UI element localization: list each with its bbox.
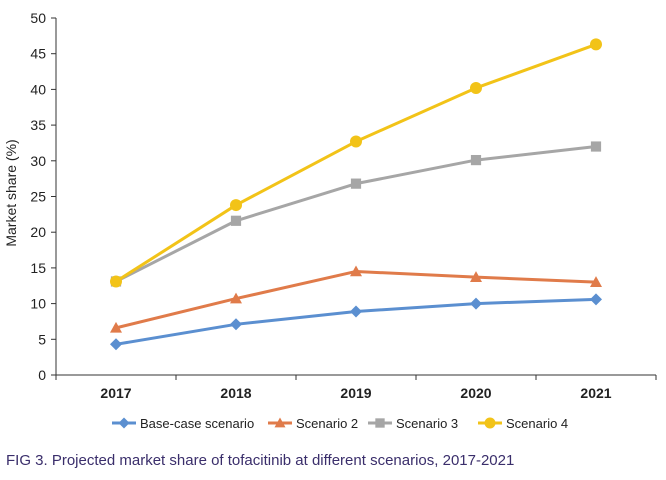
series-4 [110,38,602,288]
x-tick-label: 2018 [220,385,251,401]
data-point [590,276,602,287]
legend-swatch-marker [375,418,385,428]
x-tick-label: 2021 [580,385,611,401]
y-tick-label: 30 [30,153,46,169]
x-tick-label: 2020 [460,385,491,401]
data-point [230,292,242,304]
legend-item: Scenario 4 [478,416,568,431]
data-point [590,38,602,51]
y-tick-label: 50 [30,10,46,26]
series-3 [110,141,602,287]
data-point [470,271,482,282]
legend-item: Base-case scenario [112,416,254,431]
legend-item: Scenario 2 [268,416,358,431]
series-1 [110,293,602,351]
legend-swatch-marker [118,417,130,429]
legend-item: Scenario 3 [368,416,458,431]
data-point [230,215,242,226]
series-layer [110,38,602,351]
legend-label: Scenario 3 [396,416,458,431]
data-point [590,141,602,152]
data-point [110,321,122,333]
x-axis-ticks: 2017 2018 2019 2020 2021 [55,375,657,401]
y-axis-ticks: 0 5 10 15 20 25 30 35 40 45 50 [30,10,56,383]
series-2 [110,265,602,333]
data-point [470,297,482,310]
legend-swatch-marker [274,417,286,428]
y-tick-label: 20 [30,224,46,240]
y-tick-label: 10 [30,296,46,312]
x-tick-label: 2019 [340,385,371,401]
legend: Base-case scenario Scenario 2 Scenario 3 Sc… [112,416,568,431]
series-line [115,269,597,330]
data-point [350,265,362,277]
y-tick-label: 25 [30,189,46,205]
data-point [230,199,242,212]
y-tick-label: 40 [30,81,46,97]
data-point [470,81,482,94]
series-line [115,145,597,283]
data-point [350,178,362,189]
data-point [470,154,482,166]
data-point [110,338,122,351]
legend-swatch-marker [484,417,496,429]
legend-label: Scenario 4 [506,416,568,431]
y-tick-label: 15 [30,260,46,276]
y-tick-label: 35 [30,117,46,133]
data-point [590,293,602,306]
y-tick-label: 5 [38,331,46,347]
data-point [110,275,122,288]
y-axis-title: Market share (%) [3,139,19,246]
y-tick-label: 45 [30,46,46,62]
data-point [350,135,362,148]
data-point [230,318,242,331]
figure-caption: FIG 3. Projected market share of tofacit… [6,452,515,469]
legend-label: Base-case scenario [140,416,254,431]
legend-label: Scenario 2 [296,416,358,431]
y-tick-label: 0 [38,367,46,383]
x-tick-label: 2017 [100,385,131,401]
data-point [350,305,362,318]
